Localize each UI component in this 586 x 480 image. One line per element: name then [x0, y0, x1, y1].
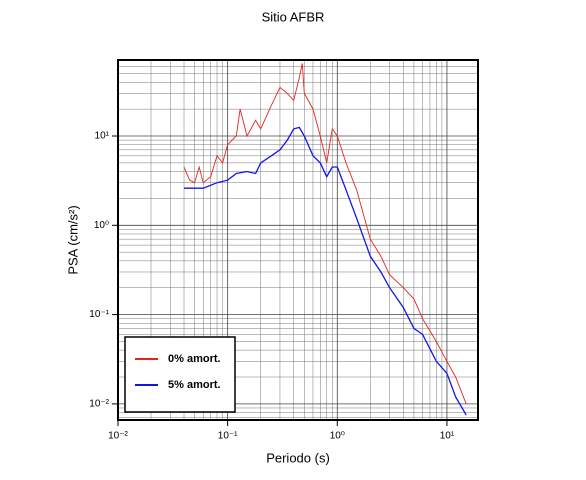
series-line	[183, 63, 467, 405]
y-tick-label: 10⁻¹	[89, 309, 109, 320]
y-tick-label: 10⁻²	[89, 399, 109, 410]
legend-label: 5% amort.	[168, 379, 221, 391]
series-line	[184, 126, 467, 416]
y-tick-label: 10¹	[95, 131, 110, 142]
legend-label: 0% amort.	[168, 353, 221, 365]
legend-box	[124, 336, 236, 413]
y-axis-label: PSA (cm/s²)	[65, 205, 80, 274]
x-axis-label: Periodo (s)	[266, 450, 330, 465]
x-tick-label: 10⁻¹	[218, 431, 238, 442]
x-tick-label: 10⁻²	[108, 431, 128, 442]
plot-frame	[117, 59, 479, 421]
chart-title: Sitio AFBR	[262, 9, 325, 24]
x-tick-label: 10⁰	[330, 431, 345, 442]
y-tick-label: 10⁰	[94, 220, 109, 231]
x-tick-label: 10¹	[440, 431, 455, 442]
